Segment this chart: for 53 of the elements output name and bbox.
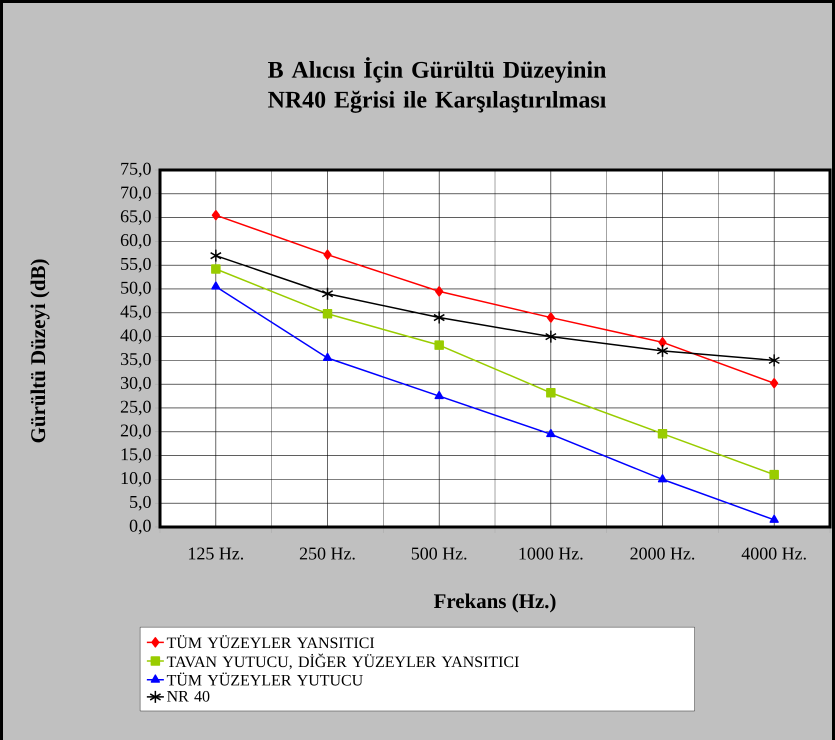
y-tick-label: 45,0 [120, 305, 151, 320]
point [210, 248, 222, 262]
point [322, 352, 332, 362]
point [434, 390, 444, 400]
point [769, 470, 779, 480]
point [211, 281, 220, 290]
point [546, 312, 555, 323]
y-tick-label: 0,0 [130, 520, 151, 534]
x-tick-label: 1000 Hz. [520, 548, 583, 560]
point [211, 264, 221, 274]
x-tick-label: 250 Hz. [300, 548, 355, 560]
y-tick-label: 70,0 [121, 186, 151, 202]
point [546, 428, 556, 438]
point [212, 210, 220, 220]
point [434, 340, 444, 350]
legend-label: TÜM YÜZEYLER YANSITICI [166, 635, 374, 648]
legend-label: TÜM YÜZEYLER YUTUCU [166, 672, 363, 686]
point [322, 308, 332, 318]
y-tick-label: 55,0 [121, 258, 151, 273]
y-tick-label: 65,0 [120, 210, 151, 225]
x-axis-title: Frekans (Hz.) [434, 594, 556, 612]
y-tick-label: 5,0 [130, 496, 151, 511]
y-tick-label: 25,0 [120, 400, 151, 416]
point [770, 378, 778, 388]
chart-title: B Alıcısı İçin Gürültü Düzeyinin NR40 Eğrisi ile Karşılaştırılması [268, 57, 606, 113]
point [323, 249, 332, 260]
point [656, 344, 668, 358]
point [658, 337, 667, 348]
point [546, 388, 556, 398]
legend-label: NR 40 [167, 690, 210, 702]
point [768, 354, 780, 368]
y-tick-label: 40,0 [120, 329, 151, 344]
y-tick-label: 50,0 [121, 282, 151, 296]
y-tick-label: 20,0 [120, 424, 151, 440]
x-tick-label: 500 Hz. [412, 548, 466, 560]
y-tick-label: 35,0 [120, 353, 151, 368]
y-tick-label: 30,0 [120, 376, 151, 392]
point [544, 330, 557, 344]
point [433, 310, 446, 324]
x-tick-label: 2000 Hz. [630, 548, 694, 560]
y-tick-label: 75,0 [121, 162, 151, 178]
x-tick-label: 4000 Hz. [742, 548, 806, 560]
y-axis-title: Gürültü Düzeyi (dB) [30, 260, 50, 442]
point [658, 474, 668, 482]
point [322, 286, 334, 300]
y-tick-label: 15,0 [122, 448, 151, 463]
y-tick-label: 60,0 [120, 234, 151, 249]
point [770, 514, 779, 523]
point [435, 286, 444, 297]
point [658, 428, 668, 438]
x-tick-label: 125 Hz. [189, 548, 244, 560]
y-tick-label: 10,0 [122, 472, 151, 487]
legend-label: TAVAN YUTUCU, DİĞER YÜZEYLER YANSITICI [166, 654, 519, 670]
